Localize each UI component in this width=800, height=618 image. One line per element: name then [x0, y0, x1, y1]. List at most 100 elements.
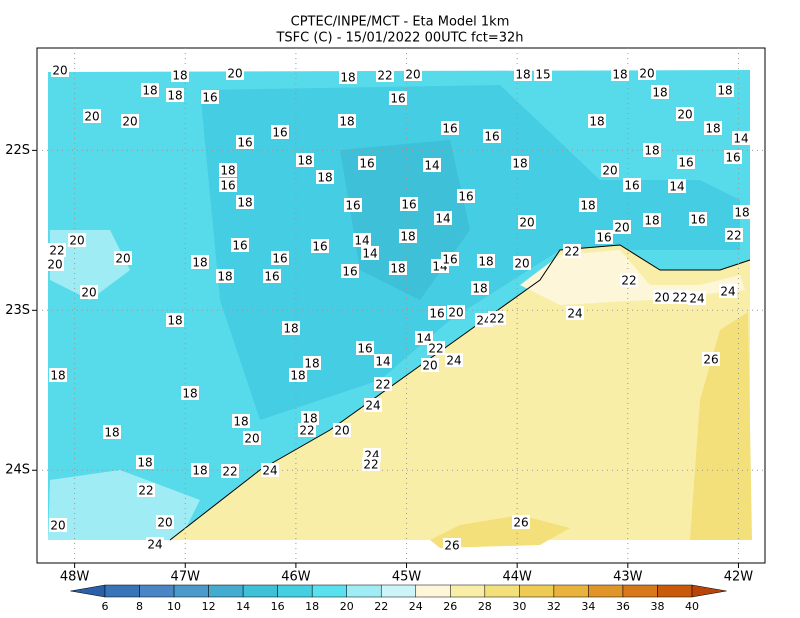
contour-label: 20: [244, 432, 259, 446]
contour-label-box: [651, 85, 669, 99]
contour-label: 14: [435, 212, 450, 226]
contour-label-box: [236, 195, 254, 209]
contour-label-box: [141, 83, 159, 97]
contour-label-box: [83, 109, 101, 123]
contour-label: 22: [222, 465, 237, 479]
contour-label-box: [146, 537, 164, 551]
contour-label-box: [271, 125, 289, 139]
contour-label: 20: [84, 110, 99, 124]
contour-label: 14: [362, 247, 377, 261]
contour-label: 24: [567, 307, 582, 321]
contour-label: 16: [342, 265, 357, 279]
colorbar-box: [346, 584, 382, 598]
contour-label: 18: [217, 270, 232, 284]
contour-label-box: [80, 285, 98, 299]
colorbar-label: 34: [581, 600, 595, 613]
contour-label: 20: [654, 291, 669, 305]
contour-label-box: [231, 238, 249, 252]
contour-label-box: [216, 269, 234, 283]
contour-label: 16: [458, 190, 473, 204]
contour-label: 16: [725, 151, 740, 165]
contour-label-box: [376, 68, 394, 82]
contour-label-box: [623, 178, 641, 192]
contour-label: 22: [726, 229, 741, 243]
contour-label: 18: [304, 357, 319, 371]
contour-label: 16: [359, 157, 374, 171]
contour-label: 18: [580, 199, 595, 213]
contour-label-box: [358, 156, 376, 170]
contour-label: 16: [272, 252, 287, 266]
colorbar-box: [657, 584, 693, 598]
contour-label: 20: [448, 306, 463, 320]
contour-label: 14: [375, 355, 390, 369]
contour-label: 16: [357, 342, 372, 356]
contour-label-box: [48, 243, 66, 257]
contour-label: 22: [375, 378, 390, 392]
warm-area: [690, 312, 752, 540]
contour-label-box: [563, 244, 581, 258]
contour-label: 22: [363, 458, 378, 472]
contour-label-box: [389, 261, 407, 275]
x-tick-label: 44W: [502, 570, 532, 585]
contour-label: 16: [690, 213, 705, 227]
contour-label: 18: [290, 369, 305, 383]
contour-label-box: [595, 230, 613, 244]
contour-label: 18: [192, 464, 207, 478]
contour-label: 16: [202, 91, 217, 105]
contour-label: 22: [564, 245, 579, 259]
contour-label-box: [171, 68, 189, 82]
contour-label: 20: [122, 115, 137, 129]
contour-label-box: [483, 129, 501, 143]
contour-label-box: [488, 311, 506, 325]
contour-label-box: [434, 211, 452, 225]
colorbar-label: 6: [102, 600, 109, 613]
colorbar-label: 24: [409, 600, 423, 613]
x-tick-label: 42W: [724, 570, 754, 585]
colorbar-box: [311, 584, 347, 598]
y-tick-label: 24S: [5, 463, 30, 478]
contour-label-box: [243, 431, 261, 445]
contour-label-box: [512, 515, 530, 529]
contour-label-box: [445, 353, 463, 367]
contour-label: 24: [720, 285, 735, 299]
contour-label: 16: [390, 92, 405, 106]
x-tick-label: 47W: [171, 570, 201, 585]
colorbar-box: [104, 584, 140, 598]
colorbar-box: [553, 584, 589, 598]
colorbar-label: 36: [616, 600, 630, 613]
contour-label-box: [263, 269, 281, 283]
contour-label-box: [339, 70, 357, 84]
contour-label: 18: [589, 115, 604, 129]
contour-label: 14: [669, 180, 684, 194]
colorbar-label: 10: [167, 600, 181, 613]
contour-label-box: [676, 107, 694, 121]
contour-label: 14: [354, 234, 369, 248]
contour-label-box: [282, 321, 300, 335]
contour-label-box: [423, 158, 441, 172]
contour-label-box: [261, 463, 279, 477]
contour-label: 16: [232, 239, 247, 253]
contour-label-box: [221, 464, 239, 478]
contour-label-box: [601, 163, 619, 177]
map-subtitle: TSFC (C) - 15/01/2022 00UTC fct=32h: [275, 31, 523, 46]
ocean-field: [170, 245, 750, 540]
contour-label: 18: [478, 255, 493, 269]
contour-label: 20: [602, 164, 617, 178]
contour-label: 15: [535, 68, 550, 82]
colorbar-box: [277, 584, 313, 598]
colorbar-box: [242, 584, 278, 598]
contour-label-box: [733, 205, 751, 219]
contour-label-box: [441, 121, 459, 135]
contour-label-box: [356, 341, 374, 355]
contour-label: 18: [192, 256, 207, 270]
contour-label-box: [232, 414, 250, 428]
contour-label: 16: [484, 130, 499, 144]
contour-label-box: [316, 170, 334, 184]
contour-label-box: [579, 198, 597, 212]
contour-label: 18: [652, 86, 667, 100]
contour-label: 22: [138, 484, 153, 498]
contour-label-box: [374, 377, 392, 391]
contour-label-box: [191, 255, 209, 269]
contour-label: 26: [703, 353, 718, 367]
